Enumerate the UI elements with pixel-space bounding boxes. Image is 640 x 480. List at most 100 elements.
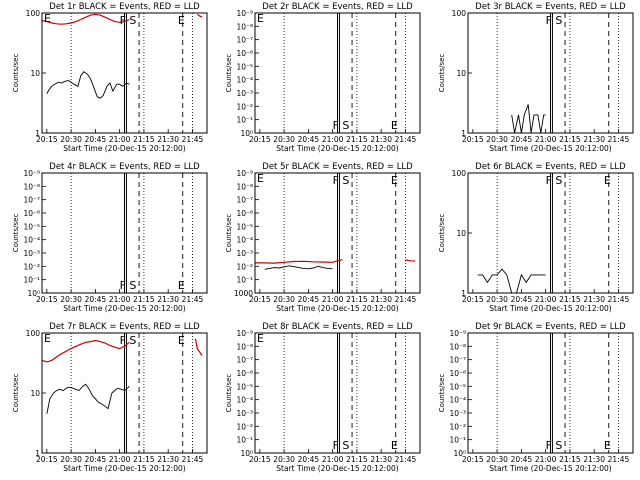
y-axis-label: Counts/sec [225,54,233,93]
marker-letter-e-right: E [178,279,185,292]
events-series-line [46,71,130,99]
x-tick-label: 20:30 [60,135,82,144]
y-tick-label: 10⁻¹ [236,436,253,445]
y-tick-label: 10⁻⁵ [449,382,466,391]
x-tick-label: 20:30 [273,135,295,144]
y-tick-label: 10⁻² [236,422,253,431]
y-tick-label: 10⁻³ [23,249,40,258]
marker-letter-e-right: E [391,439,398,452]
chart-title: Det 4r BLACK = Events, RED = LLD [49,162,200,172]
x-tick-label: 20:15 [249,295,271,304]
x-tick-label: 20:15 [249,135,271,144]
x-tick-label: 20:45 [511,295,533,304]
y-tick-label: 10⁻⁸ [449,342,466,351]
x-tick-label: 20:15 [249,455,271,464]
marker-letter-s: S [342,174,349,187]
chart-title: Det 7r BLACK = Events, RED = LLD [49,322,200,332]
y-tick-label: 10⁻⁶ [236,369,253,378]
y-tick-label: 10⁻⁷ [23,196,40,205]
y-axis-label: Counts/sec [438,214,446,253]
x-tick-label: 21:45 [395,455,417,464]
marker-letter-s: S [342,439,349,452]
x-tick-label: 21:30 [370,295,392,304]
x-tick-label: 20:45 [85,455,107,464]
x-axis-label: Start Time (20-Dec-15 20:12:00) [63,464,185,473]
y-tick-label: 10⁻⁴ [236,76,253,85]
y-axis-label: Counts/sec [225,214,233,253]
marker-letter-e: E [257,172,264,185]
y-axis-label: Counts/sec [438,374,446,413]
lld-series-line [41,13,203,25]
y-tick-label: 10⁻⁸ [23,182,40,191]
x-tick-label: 20:15 [36,135,58,144]
marker-letter-e: E [44,12,51,25]
y-tick-label: 10 [30,69,40,78]
chart-panel-7: Det 7r BLACK = Events, RED = LLD 20:15 20:… [12,322,208,473]
x-tick-label: 21:15 [133,135,155,144]
y-tick-label: 10⁰ [240,129,253,138]
y-axis-label: Counts/sec [12,54,20,93]
marker-letter-f: F [546,174,552,187]
marker-letter-f: F [120,334,126,347]
marker-letter-s: S [129,14,136,27]
x-tick-label: 21:00 [535,295,557,304]
y-tick-label: 10 [456,69,466,78]
marker-letter-f: F [546,14,552,27]
x-tick-label: 21:30 [370,135,392,144]
marker-letter-e-right: E [178,14,185,27]
y-tick-label: 10⁻⁵ [236,62,253,71]
x-tick-label: 20:45 [85,135,107,144]
x-tick-label: 21:45 [182,455,204,464]
y-tick-label: 10⁻³ [236,89,253,98]
chart-title: Det 6r BLACK = Events, RED = LLD [475,162,626,172]
x-tick-label: 21:45 [395,295,417,304]
x-axis-label: Start Time (20-Dec-15 20:12:00) [489,144,611,153]
y-tick-label: 10⁻⁴ [23,236,40,245]
x-tick-label: 20:15 [462,455,484,464]
x-tick-label: 20:15 [36,455,58,464]
y-tick-label: 10⁻¹ [449,436,466,445]
marker-letter-e-right: E [391,174,398,187]
events-series-line [46,383,130,414]
marker-letter-e-right: E [178,334,185,347]
marker-letter-f: F [333,119,339,132]
x-tick-label: 20:30 [486,455,508,464]
x-axis-label: Start Time (20-Dec-15 20:12:00) [276,304,398,313]
plot-frame [41,172,208,294]
x-tick-label: 21:15 [133,295,155,304]
marker-letter-s: S [555,14,562,27]
x-tick-label: 21:00 [322,455,344,464]
events-series-line [264,265,333,270]
x-tick-label: 21:15 [346,295,368,304]
y-tick-label: 10⁻¹ [236,116,253,125]
y-tick-label: 10⁻⁸ [236,182,253,191]
y-tick-label: 10⁰ [240,449,253,458]
x-tick-label: 20:30 [273,455,295,464]
x-tick-label: 21:45 [608,295,630,304]
y-tick-label: 10⁰ [453,449,466,458]
marker-letter-e-right: E [391,119,398,132]
x-axis-label: Start Time (20-Dec-15 20:12:00) [63,304,185,313]
x-tick-label: 21:00 [109,135,131,144]
x-tick-label: 21:00 [109,455,131,464]
x-tick-label: 21:30 [157,295,179,304]
marker-letter-e-right: E [604,174,611,187]
chart-title: Det 9r BLACK = Events, RED = LLD [475,322,626,332]
y-tick-label: 10⁻⁸ [236,22,253,31]
x-axis-label: Start Time (20-Dec-15 20:12:00) [489,304,611,313]
y-tick-label: 10⁻⁵ [23,222,40,231]
x-tick-label: 21:15 [559,455,581,464]
x-tick-label: 21:15 [346,455,368,464]
y-axis-label: Counts/sec [12,214,20,253]
lld-series-line [41,338,203,363]
x-tick-label: 21:15 [346,135,368,144]
marker-letter-f: F [546,439,552,452]
y-tick-label: 100 [452,169,467,178]
y-tick-label: 10⁻⁶ [23,209,40,218]
x-tick-label: 20:45 [511,135,533,144]
y-tick-label: 10⁻³ [449,409,466,418]
marker-letter-s: S [555,439,562,452]
y-tick-label: 1 [35,129,40,138]
y-tick-label: 10⁻⁸ [236,342,253,351]
